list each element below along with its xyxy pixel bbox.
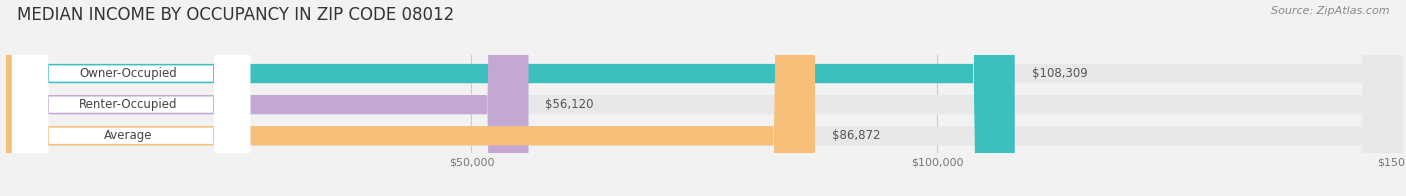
FancyBboxPatch shape [6,0,815,196]
Text: Source: ZipAtlas.com: Source: ZipAtlas.com [1271,6,1389,16]
Text: $56,120: $56,120 [546,98,593,111]
FancyBboxPatch shape [6,0,1403,196]
FancyBboxPatch shape [6,0,1403,196]
Text: MEDIAN INCOME BY OCCUPANCY IN ZIP CODE 08012: MEDIAN INCOME BY OCCUPANCY IN ZIP CODE 0… [17,6,454,24]
FancyBboxPatch shape [6,0,1015,196]
FancyBboxPatch shape [11,0,250,196]
Text: $108,309: $108,309 [1032,67,1087,80]
Text: $86,872: $86,872 [832,129,880,142]
Text: Owner-Occupied: Owner-Occupied [79,67,177,80]
FancyBboxPatch shape [11,0,250,196]
FancyBboxPatch shape [6,0,1403,196]
FancyBboxPatch shape [11,0,250,196]
FancyBboxPatch shape [6,0,529,196]
Text: Average: Average [104,129,152,142]
Text: Renter-Occupied: Renter-Occupied [79,98,177,111]
